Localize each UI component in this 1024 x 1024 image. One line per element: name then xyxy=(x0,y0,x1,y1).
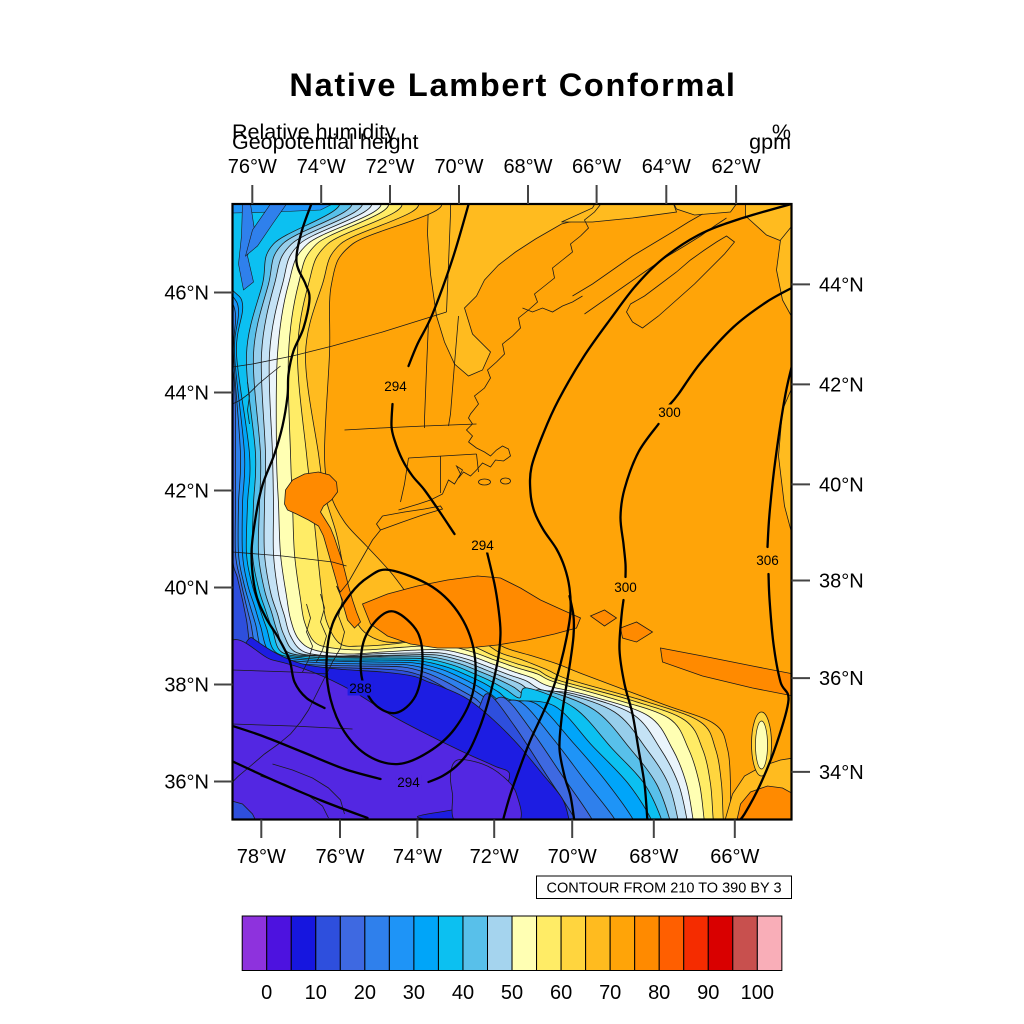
svg-text:60: 60 xyxy=(550,982,572,1004)
svg-text:42°N: 42°N xyxy=(819,374,864,396)
svg-text:294: 294 xyxy=(471,538,494,553)
svg-text:42°N: 42°N xyxy=(164,481,209,503)
svg-text:38°N: 38°N xyxy=(819,571,864,593)
svg-text:34°N: 34°N xyxy=(819,762,864,784)
svg-text:Geopotential height: Geopotential height xyxy=(232,130,419,154)
svg-text:46°N: 46°N xyxy=(164,283,209,305)
svg-text:68°W: 68°W xyxy=(629,846,678,868)
svg-text:76°W: 76°W xyxy=(315,846,364,868)
svg-text:68°W: 68°W xyxy=(503,156,552,178)
svg-text:90: 90 xyxy=(697,982,719,1004)
svg-text:%: % xyxy=(772,120,791,144)
svg-text:72°W: 72°W xyxy=(365,156,414,178)
svg-text:64°W: 64°W xyxy=(642,156,691,178)
svg-text:74°W: 74°W xyxy=(297,156,346,178)
svg-text:10: 10 xyxy=(305,982,327,1004)
svg-text:70: 70 xyxy=(599,982,621,1004)
svg-text:Native Lambert Conformal: Native Lambert Conformal xyxy=(289,67,736,103)
svg-text:Relative humidity: Relative humidity xyxy=(232,120,396,144)
svg-text:294: 294 xyxy=(384,379,407,394)
svg-text:66°W: 66°W xyxy=(572,156,621,178)
svg-text:44°N: 44°N xyxy=(819,274,864,296)
svg-text:294: 294 xyxy=(397,775,420,790)
svg-text:30: 30 xyxy=(403,982,425,1004)
svg-text:38°N: 38°N xyxy=(164,675,209,697)
svg-text:76°W: 76°W xyxy=(228,156,277,178)
svg-text:66°W: 66°W xyxy=(710,846,759,868)
svg-text:72°W: 72°W xyxy=(470,846,519,868)
svg-text:CONTOUR FROM 210 TO 390 BY 3: CONTOUR FROM 210 TO 390 BY 3 xyxy=(546,881,781,897)
svg-text:80: 80 xyxy=(648,982,670,1004)
svg-text:40°N: 40°N xyxy=(164,578,209,600)
svg-text:50: 50 xyxy=(501,982,523,1004)
svg-text:36°N: 36°N xyxy=(164,772,209,794)
svg-text:44°N: 44°N xyxy=(164,383,209,405)
svg-text:36°N: 36°N xyxy=(819,668,864,690)
svg-text:40°N: 40°N xyxy=(819,474,864,496)
svg-text:40: 40 xyxy=(452,982,474,1004)
svg-text:70°W: 70°W xyxy=(548,846,597,868)
svg-text:74°W: 74°W xyxy=(393,846,442,868)
svg-text:gpm: gpm xyxy=(749,130,791,154)
svg-text:300: 300 xyxy=(614,580,637,595)
svg-text:62°W: 62°W xyxy=(712,156,761,178)
svg-text:306: 306 xyxy=(756,553,779,568)
svg-text:288: 288 xyxy=(349,681,372,696)
svg-text:20: 20 xyxy=(354,982,376,1004)
svg-text:70°W: 70°W xyxy=(434,156,483,178)
svg-text:0: 0 xyxy=(261,982,272,1004)
svg-text:300: 300 xyxy=(658,405,681,420)
svg-text:78°W: 78°W xyxy=(237,846,286,868)
svg-text:100: 100 xyxy=(741,982,774,1004)
